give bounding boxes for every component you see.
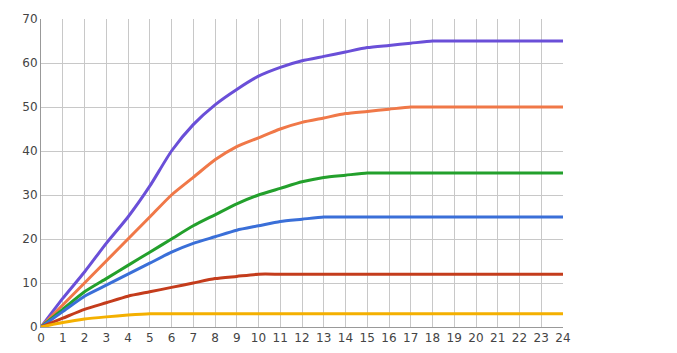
svg-text:50: 50 <box>22 100 37 114</box>
svg-text:16: 16 <box>381 331 396 345</box>
svg-text:20: 20 <box>468 331 483 345</box>
svg-text:5: 5 <box>146 331 154 345</box>
svg-text:23: 23 <box>534 331 549 345</box>
svg-text:21: 21 <box>490 331 505 345</box>
svg-text:4: 4 <box>124 331 132 345</box>
svg-text:24: 24 <box>555 331 570 345</box>
svg-text:0: 0 <box>37 331 45 345</box>
svg-text:3: 3 <box>102 331 110 345</box>
svg-text:10: 10 <box>251 331 266 345</box>
svg-text:15: 15 <box>360 331 375 345</box>
svg-text:0: 0 <box>30 320 38 334</box>
svg-text:70: 70 <box>22 12 37 26</box>
svg-text:20: 20 <box>22 232 37 246</box>
svg-text:10: 10 <box>22 276 37 290</box>
svg-text:22: 22 <box>512 331 527 345</box>
svg-text:60: 60 <box>22 56 37 70</box>
svg-text:6: 6 <box>168 331 176 345</box>
svg-text:40: 40 <box>22 144 37 158</box>
svg-text:30: 30 <box>22 188 37 202</box>
svg-text:18: 18 <box>425 331 440 345</box>
svg-text:2: 2 <box>81 331 89 345</box>
svg-text:8: 8 <box>211 331 219 345</box>
svg-text:1: 1 <box>59 331 67 345</box>
svg-text:13: 13 <box>316 331 331 345</box>
svg-text:19: 19 <box>447 331 462 345</box>
svg-text:9: 9 <box>233 331 241 345</box>
svg-text:17: 17 <box>403 331 418 345</box>
svg-text:12: 12 <box>294 331 309 345</box>
svg-text:7: 7 <box>189 331 197 345</box>
svg-text:11: 11 <box>273 331 288 345</box>
svg-text:14: 14 <box>338 331 353 345</box>
